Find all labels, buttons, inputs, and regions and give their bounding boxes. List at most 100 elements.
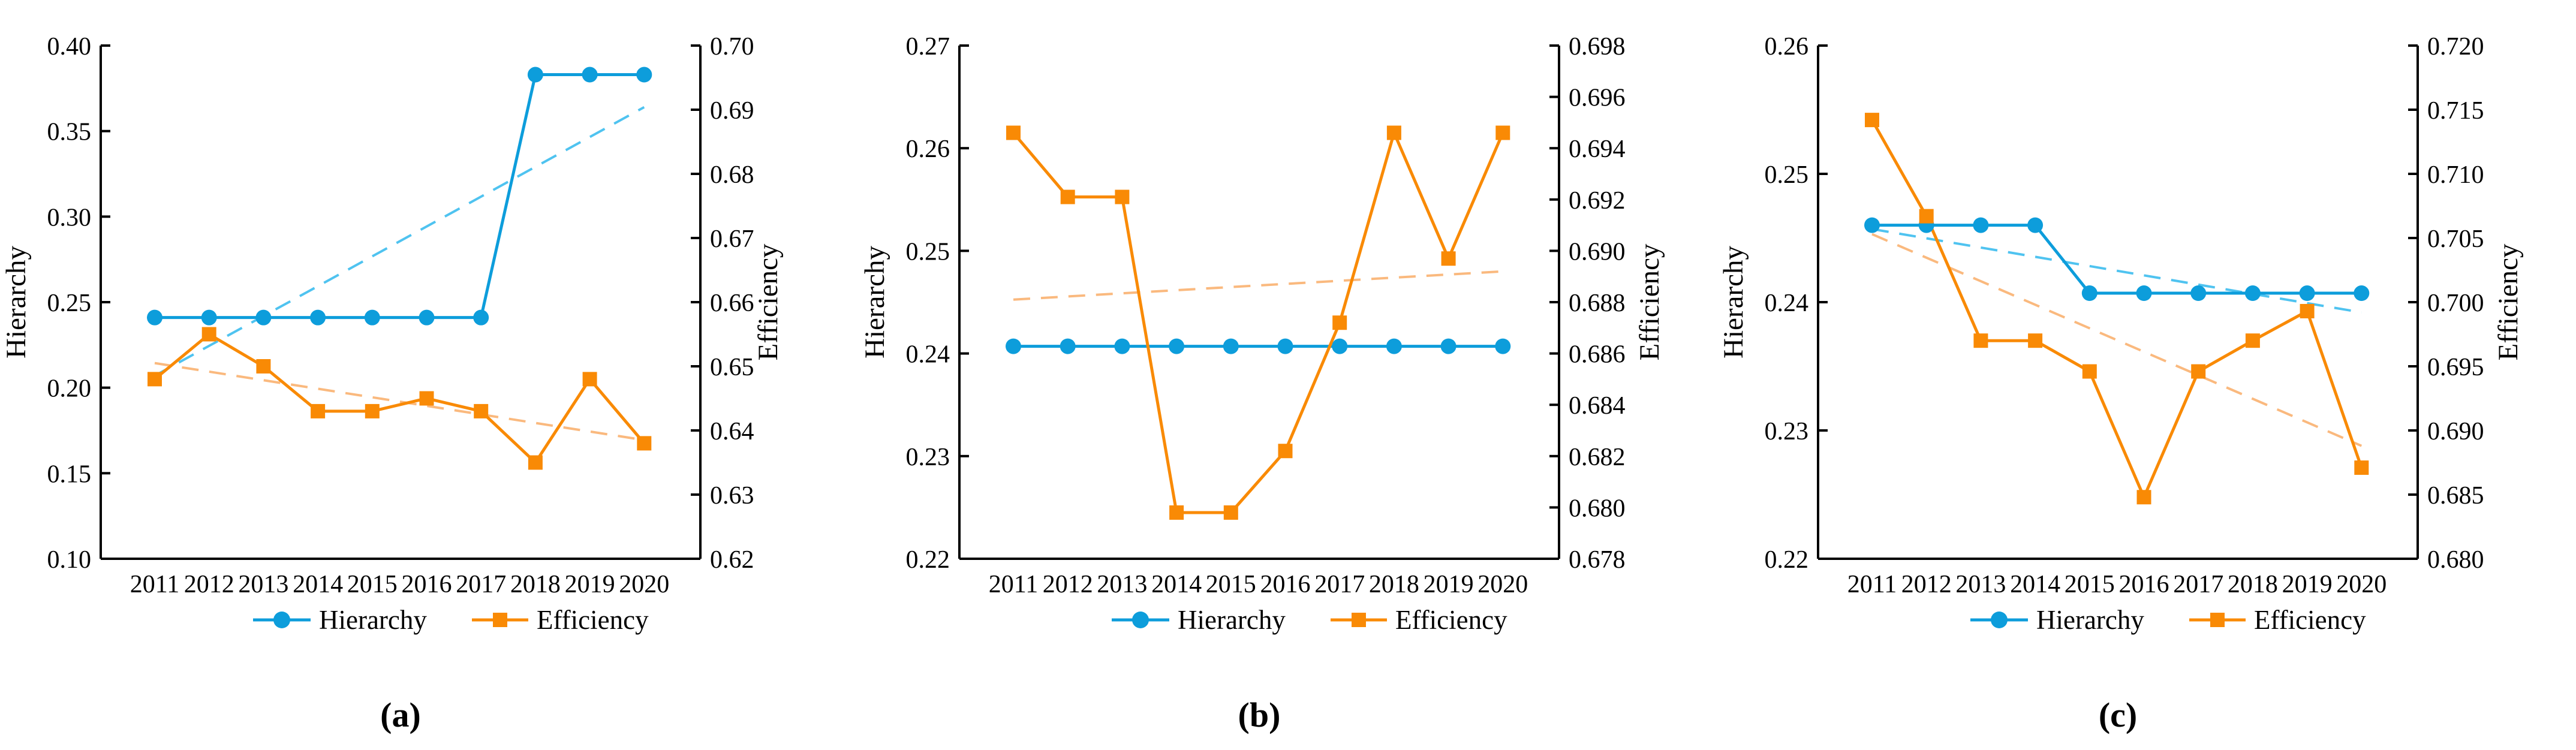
x-tick-label: 2020 (2336, 571, 2387, 598)
data-point-hierarchy (2027, 217, 2044, 233)
data-point-efficiency (2082, 364, 2097, 379)
hierarchy-line (155, 73, 645, 320)
legend-hierarchy-marker-icon (1132, 612, 1149, 628)
data-point-hierarchy (2299, 285, 2315, 302)
right-tick-label: 0.720 (2427, 33, 2484, 61)
data-point-hierarchy (636, 67, 652, 83)
data-point-efficiency (2245, 333, 2260, 348)
data-point-efficiency (201, 327, 216, 342)
data-point-efficiency (1441, 251, 1456, 266)
data-point-hierarchy (2136, 285, 2152, 302)
data-point-efficiency (256, 359, 271, 374)
data-point-hierarchy (1332, 338, 1348, 354)
data-point-hierarchy (1223, 338, 1239, 354)
data-point-efficiency (1973, 333, 1988, 348)
x-tick-label: 2017 (1314, 571, 1365, 598)
right-tick-label: 0.64 (710, 418, 754, 445)
chart-panel-b: 0.22 0.23 0.24 0.25 0.26 0.27 0.678 0.680 0.682 0… (859, 0, 1717, 750)
legend-efficiency-label: Efficiency (537, 605, 649, 635)
left-tick-label: 0.24 (906, 341, 950, 369)
left-tick-label: 0.27 (906, 33, 950, 61)
data-point-hierarchy (201, 309, 217, 326)
data-point-efficiency (2028, 333, 2043, 348)
right-tick-label: 0.68 (710, 161, 754, 189)
right-tick-label: 0.67 (710, 225, 754, 253)
right-tick-label: 0.678 (1569, 546, 1626, 574)
data-point-efficiency (1495, 125, 1510, 140)
data-point-efficiency (1115, 189, 1130, 204)
data-point-hierarchy (1973, 217, 1989, 233)
x-tick-label: 2019 (565, 571, 615, 598)
data-point-efficiency (528, 455, 543, 470)
left-tick-label: 0.30 (47, 204, 92, 231)
x-tick-label: 2018 (1369, 571, 1419, 598)
efficiency-trend-line (1871, 233, 2363, 447)
efficiency-line (154, 332, 646, 465)
right-tick-label: 0.70 (710, 33, 754, 61)
legend-hierarchy-label: Hierarchy (2036, 605, 2144, 635)
left-tick-label: 0.26 (1765, 33, 1809, 61)
left-tick-label: 0.24 (1765, 290, 1809, 317)
data-point-efficiency (419, 391, 434, 406)
efficiency-line (1870, 119, 2363, 501)
efficiency-line (1012, 128, 1504, 514)
x-tick-label: 2012 (184, 571, 234, 598)
right-tick-label: 0.715 (2427, 97, 2484, 125)
chart-svg-c: 0.22 0.23 0.24 0.25 0.26 0.680 0.685 0.690 0.695… (1718, 33, 2524, 734)
data-point-hierarchy (2244, 285, 2261, 302)
x-tick-label: 2013 (1955, 571, 2006, 598)
legend-hierarchy-label: Hierarchy (319, 605, 427, 635)
x-tick-label: 2019 (1424, 571, 1474, 598)
data-point-hierarchy (1386, 338, 1402, 354)
right-axis-title: Efficiency (1634, 243, 1665, 360)
data-point-efficiency (1223, 505, 1238, 520)
x-tick-label: 2014 (2010, 571, 2060, 598)
data-point-hierarchy (1864, 217, 1880, 233)
right-tick-label: 0.696 (1569, 85, 1626, 112)
legend-efficiency-marker-icon (1352, 613, 1366, 627)
right-tick-label: 0.698 (1569, 33, 1626, 61)
x-tick-label: 2017 (2173, 571, 2223, 598)
right-tick-label: 0.680 (2427, 546, 2484, 574)
left-axis-title: Hierarchy (1, 246, 32, 359)
right-axis-title: Efficiency (2493, 243, 2524, 360)
left-tick-label: 0.20 (47, 375, 92, 403)
left-axis-title: Hierarchy (1718, 246, 1749, 359)
x-tick-label: 2020 (1477, 571, 1528, 598)
x-tick-label: 2016 (2119, 571, 2169, 598)
left-tick-label: 0.25 (1765, 161, 1809, 189)
hierarchy-trend-line (154, 106, 645, 377)
right-tick-label: 0.66 (710, 290, 754, 317)
data-point-efficiency (148, 372, 162, 387)
x-tick-label: 2015 (347, 571, 398, 598)
data-point-efficiency (637, 436, 652, 451)
x-tick-label: 2012 (1043, 571, 1093, 598)
left-tick-label: 0.35 (47, 119, 92, 146)
panel-caption: (c) (2099, 695, 2137, 734)
x-tick-label: 2013 (238, 571, 288, 598)
x-tick-label: 2015 (2065, 571, 2115, 598)
right-tick-label: 0.686 (1569, 341, 1626, 369)
data-point-efficiency (582, 372, 597, 387)
data-point-hierarchy (310, 309, 326, 326)
x-tick-label: 2019 (2282, 571, 2333, 598)
left-tick-label: 0.23 (1765, 418, 1809, 445)
left-tick-label: 0.10 (47, 546, 92, 574)
right-tick-label: 0.69 (710, 97, 754, 125)
efficiency-trend-line (154, 362, 645, 442)
data-point-efficiency (474, 403, 489, 418)
data-point-efficiency (2191, 364, 2206, 379)
data-point-hierarchy (1060, 338, 1076, 354)
left-tick-label: 0.22 (906, 546, 950, 574)
right-tick-label: 0.690 (2427, 418, 2484, 445)
right-tick-label: 0.62 (710, 546, 754, 574)
data-point-hierarchy (1006, 338, 1021, 354)
efficiency-trend-line (1013, 270, 1503, 301)
data-point-hierarchy (1440, 338, 1456, 354)
data-point-hierarchy (255, 309, 272, 326)
left-tick-label: 0.40 (47, 33, 92, 61)
data-point-efficiency (2136, 490, 2151, 505)
x-tick-label: 2018 (510, 571, 561, 598)
x-tick-label: 2015 (1206, 571, 1256, 598)
panel-caption: (a) (380, 695, 421, 734)
